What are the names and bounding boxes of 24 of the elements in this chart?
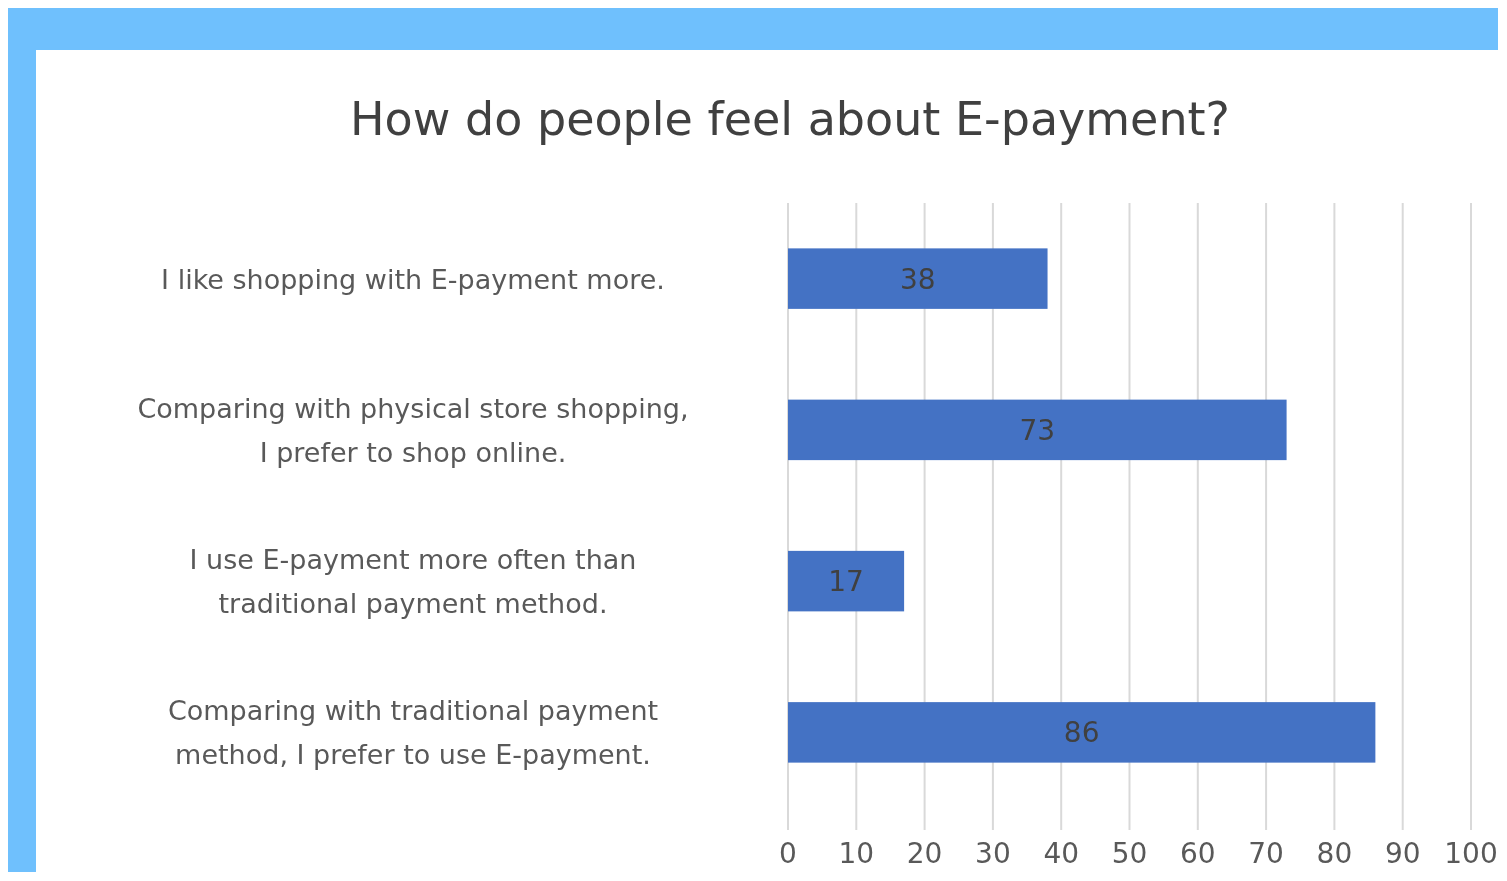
x-tick-label: 40 [1043, 837, 1080, 870]
x-tick-label: 100 [1444, 837, 1498, 870]
x-tick-label: 60 [1179, 837, 1216, 870]
data-label: 86 [1063, 716, 1100, 750]
x-tick-label: 70 [1248, 837, 1284, 870]
x-tick-label: 10 [838, 837, 875, 870]
x-tick-label: 90 [1384, 837, 1421, 870]
chart-title: How do people feel about E-payment? [349, 92, 1231, 146]
y-tick-label: I like shopping with E-payment more. [161, 263, 665, 295]
bar [788, 248, 1048, 309]
x-tick-label: 30 [975, 837, 1011, 870]
data-label: 73 [1019, 413, 1056, 447]
y-tick-label: I use E-payment more often than traditional payment method. [189, 544, 637, 620]
y-tick-label: Comparing with traditional payment method, I prefer to use E-payment. [167, 695, 659, 771]
y-tick-label: Comparing with physical store shopping, I prefer to shop online. [137, 392, 689, 468]
x-tick-label: 80 [1316, 837, 1353, 870]
x-tick-label: 0 [779, 837, 797, 870]
bar [788, 550, 905, 612]
data-label: 38 [899, 262, 936, 296]
x-tick-label: 20 [906, 837, 943, 870]
bar [788, 702, 1376, 763]
data-label: 17 [828, 565, 864, 599]
bar [788, 399, 1287, 461]
x-tick-label: 50 [1111, 837, 1148, 870]
